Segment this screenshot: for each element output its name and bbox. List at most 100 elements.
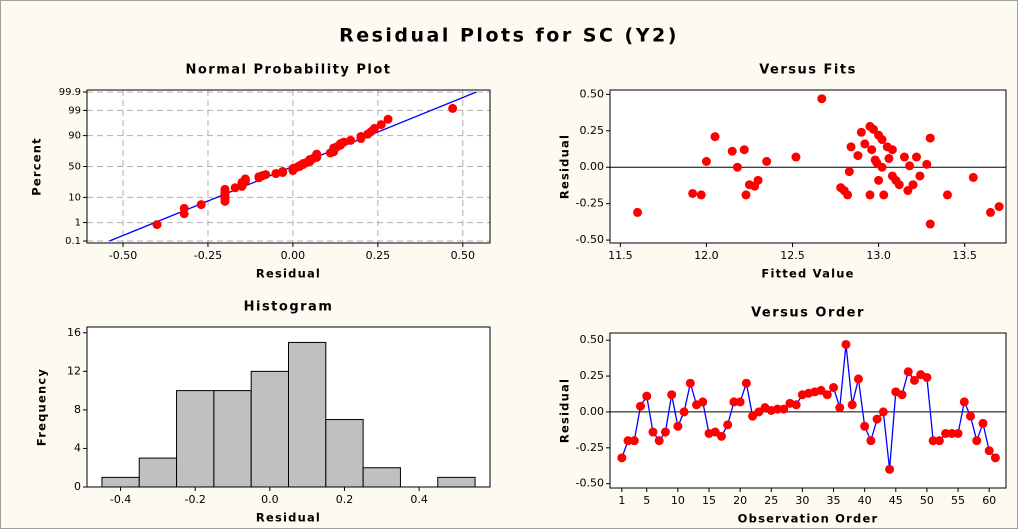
point (346, 135, 356, 145)
point (908, 180, 918, 190)
point (905, 161, 915, 171)
point (986, 207, 996, 217)
figure-title: Residual Plots for SC (Y2) (339, 25, 679, 47)
y-axis-label: Frequency (35, 368, 49, 446)
x-tick-label: -0.50 (109, 249, 137, 262)
point (356, 132, 366, 142)
x-tick-label: -0.2 (184, 493, 205, 506)
point (383, 114, 393, 124)
point (911, 152, 921, 162)
x-tick-label: 0.4 (410, 493, 428, 506)
x-tick-label: 13.5 (952, 249, 977, 262)
bar (288, 341, 327, 488)
x-tick-label: 50 (920, 494, 934, 507)
x-tick-label: -0.25 (194, 249, 222, 262)
y-tick-label: 1 (75, 218, 81, 229)
y-tick-label: -0.50 (576, 233, 604, 246)
point (278, 166, 288, 176)
point (240, 174, 250, 184)
x-axis-label: Residual (256, 511, 321, 525)
x-tick-label: 13.0 (866, 249, 891, 262)
point (984, 446, 994, 456)
point (874, 175, 884, 185)
point (867, 145, 877, 155)
point (741, 378, 751, 388)
point (925, 133, 935, 143)
point (841, 339, 851, 349)
point (312, 149, 322, 159)
point (633, 207, 643, 217)
point (654, 436, 664, 446)
point (835, 403, 845, 413)
point (885, 464, 895, 474)
point (860, 139, 870, 149)
x-tick-label: 0.25 (366, 249, 391, 262)
y-tick-label: 0.50 (580, 87, 605, 100)
point (903, 186, 913, 196)
point (673, 421, 683, 431)
y-tick-label: 0.1 (65, 236, 81, 247)
bar (325, 419, 364, 488)
y-tick-label: 4 (74, 441, 81, 454)
x-tick-label: 5 (643, 494, 650, 507)
point (685, 378, 695, 388)
point (865, 190, 875, 200)
y-tick-label: 8 (74, 403, 81, 416)
point (779, 404, 789, 414)
y-tick-label: 90 (68, 131, 81, 142)
point (856, 127, 866, 137)
point (667, 390, 677, 400)
point (271, 169, 281, 179)
bar (362, 467, 401, 488)
y-tick-label: 0.00 (580, 160, 605, 173)
point (972, 436, 982, 446)
point (928, 436, 938, 446)
point (369, 123, 379, 133)
plot-area (610, 333, 1006, 488)
x-tick-label: 20 (733, 494, 747, 507)
plot-border (86, 89, 491, 244)
point (942, 190, 952, 200)
y-tick-label: 99 (68, 105, 81, 116)
point (947, 428, 957, 438)
point (698, 397, 708, 407)
point (822, 390, 832, 400)
point (762, 156, 772, 166)
point (903, 367, 913, 377)
x-tick-label: 45 (889, 494, 903, 507)
point (941, 428, 951, 438)
chart-title: Histogram (244, 300, 334, 315)
point (732, 162, 742, 172)
y-tick-label: 0.25 (580, 369, 605, 382)
point (994, 202, 1004, 212)
point (735, 397, 745, 407)
point (925, 219, 935, 229)
point (230, 183, 240, 193)
point (741, 190, 751, 200)
y-tick-label: 50 (68, 162, 81, 173)
point (448, 103, 458, 113)
point (879, 190, 889, 200)
x-tick-label: 55 (951, 494, 965, 507)
point (887, 145, 897, 155)
chart-title: Versus Order (751, 306, 865, 321)
y-tick-label: 10 (68, 192, 81, 203)
point (710, 132, 720, 142)
point (853, 374, 863, 384)
x-axis-label: Residual (256, 267, 321, 281)
bar (213, 390, 252, 488)
y-tick-label: 99.9 (59, 87, 81, 98)
y-tick-label: 0 (74, 480, 81, 493)
x-tick-label: -0.4 (110, 493, 131, 506)
plot-border (609, 332, 1007, 489)
bar (138, 457, 178, 488)
x-tick-label: 15 (702, 494, 716, 507)
plot-border (86, 326, 491, 488)
point (878, 407, 888, 417)
point (953, 428, 963, 438)
point (179, 203, 189, 213)
x-tick-label: 60 (982, 494, 996, 507)
x-tick-label: 0.00 (281, 249, 306, 262)
x-axis-label: Observation Order (738, 512, 879, 526)
